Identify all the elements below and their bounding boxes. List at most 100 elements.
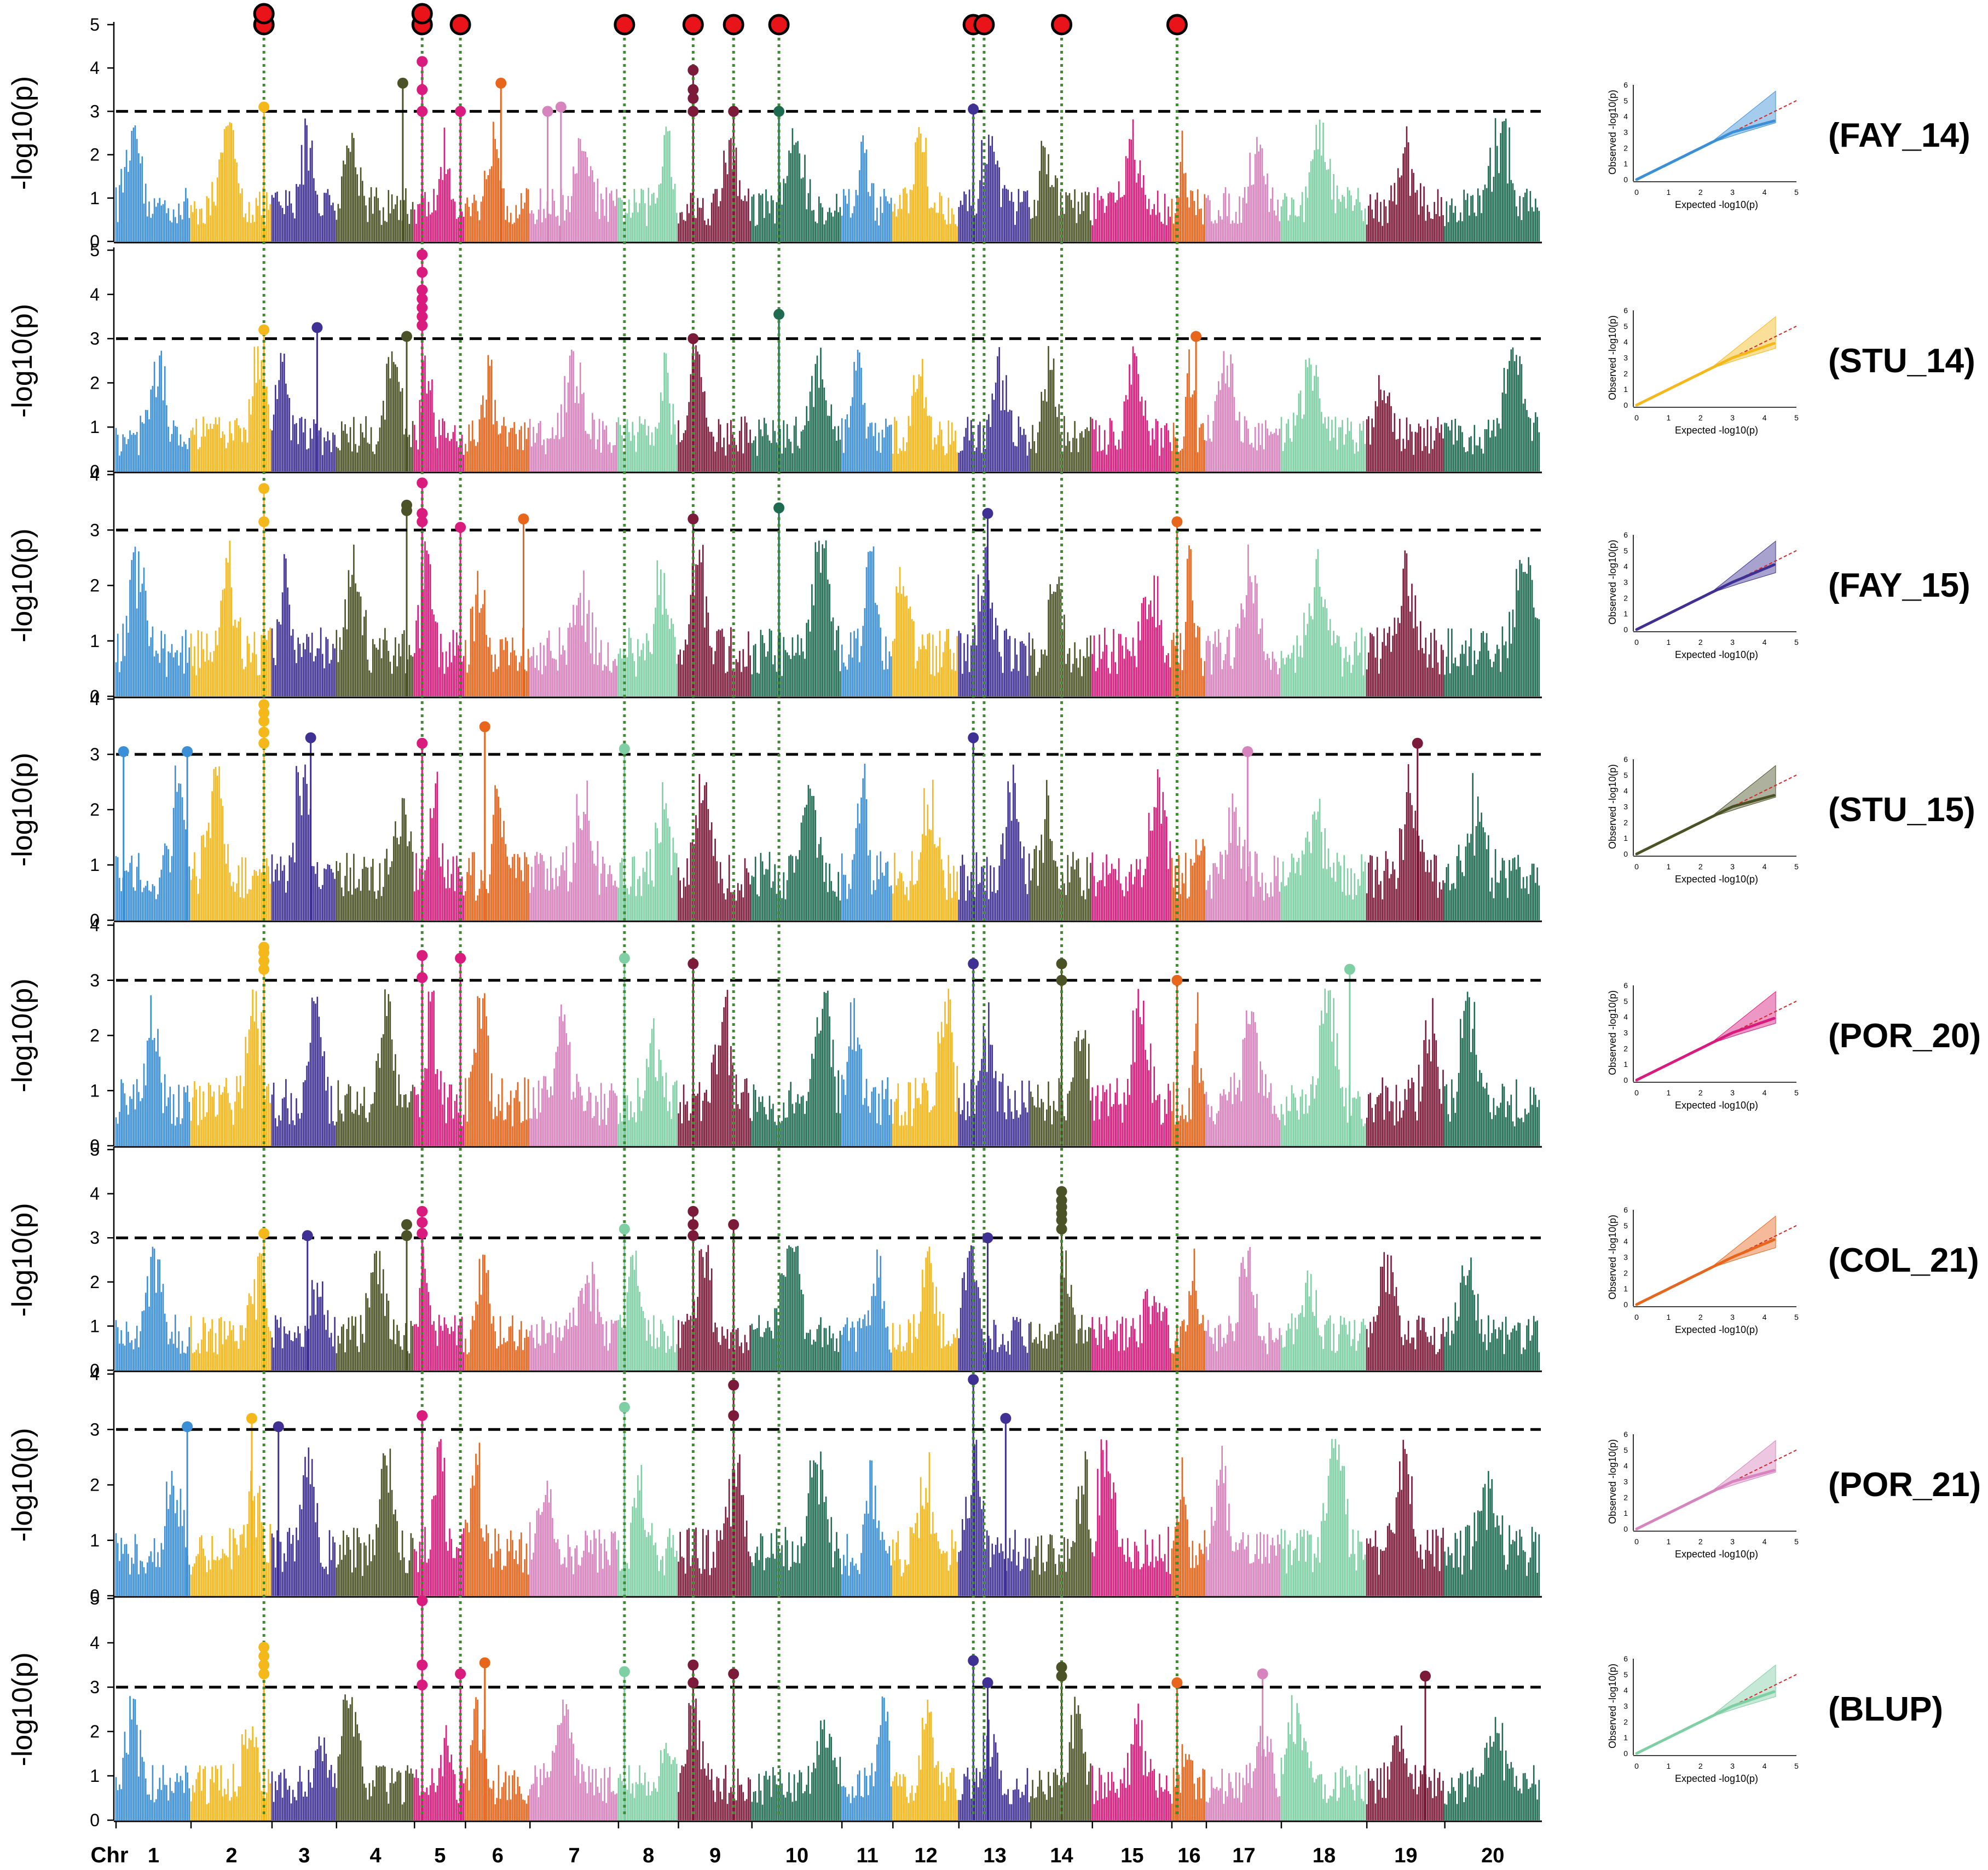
chr-5-bars	[414, 771, 465, 920]
qq-y-tick-label: 0	[1623, 1076, 1628, 1084]
y-tick-label: 2	[90, 373, 100, 393]
chr-19-bars	[1366, 126, 1444, 241]
qq-y-tick-label: 2	[1623, 1044, 1628, 1053]
qq-x-tick-label: 4	[1762, 188, 1767, 197]
chr-7-bars	[529, 1004, 617, 1146]
snp-point	[1257, 1668, 1268, 1679]
snp-point	[479, 1657, 490, 1669]
snp-point	[417, 84, 428, 95]
chr-7-bars	[529, 1480, 617, 1596]
snp-point	[479, 721, 490, 732]
snp-point	[1412, 737, 1423, 749]
snp-point	[728, 1219, 739, 1231]
chr-13-bars	[958, 1245, 1030, 1370]
chr-label: 16	[1177, 1844, 1200, 1867]
snp-point	[258, 1228, 270, 1239]
qq-y-tick-label: 3	[1623, 578, 1628, 587]
qq-y-tick-label: 5	[1623, 997, 1628, 1006]
chr-1-bars	[115, 1696, 190, 1820]
qq-x-tick-label: 2	[1698, 1762, 1703, 1770]
chr-12-bars	[892, 1452, 958, 1596]
qq-confidence-band	[1710, 90, 1776, 144]
qq-x-tick-label: 4	[1762, 862, 1767, 871]
chr-8-bars	[617, 353, 678, 471]
y-axis-title: -log10(p)	[7, 978, 38, 1092]
chr-12-bars	[892, 1246, 958, 1370]
snp-point	[258, 737, 270, 749]
chr-8-bars	[617, 560, 678, 696]
qq-y-tick-label: 6	[1623, 80, 1628, 89]
qq-observed-points	[1635, 1469, 1776, 1531]
snp-point	[1056, 974, 1067, 986]
chr-14-bars	[1030, 780, 1091, 920]
y-tick-label: 0	[90, 1136, 100, 1156]
qq-x-tick-label: 4	[1762, 1537, 1767, 1546]
qq-y-tick-label: 6	[1623, 306, 1628, 315]
snp-point	[417, 293, 428, 304]
chr-4-bars	[336, 989, 414, 1146]
qq-y-tick-label: 4	[1623, 1237, 1628, 1246]
chr-15-bars	[1091, 575, 1171, 696]
y-tick-label: 0	[90, 686, 100, 706]
y-tick-label: 3	[90, 744, 100, 764]
manhattan-panel-2	[115, 483, 1540, 696]
qq-observed-points	[1635, 794, 1776, 856]
snp-point	[1056, 1194, 1067, 1206]
qq-y-tick-label: 1	[1623, 1060, 1628, 1069]
chr-label: 6	[492, 1844, 504, 1867]
chr-label: 4	[369, 1844, 381, 1867]
qq-y-title: Observed -log10(p)	[1607, 540, 1618, 625]
qq-x-tick-label: 5	[1794, 1537, 1799, 1546]
qq-confidence-band	[1710, 1215, 1776, 1269]
qq-y-tick-label: 4	[1623, 1686, 1628, 1695]
chr-3-bars	[271, 996, 336, 1146]
qq-y-tick-label: 3	[1623, 128, 1628, 137]
y-tick-label: 2	[90, 1026, 100, 1046]
snp-point	[968, 1655, 979, 1666]
y-tick-label: 0	[90, 1360, 100, 1380]
y-axis-title: -log10(p)	[7, 753, 38, 867]
snp-point	[417, 267, 428, 278]
chr-15-bars	[1091, 1704, 1171, 1820]
chr-17-bars	[1205, 793, 1281, 920]
qq-x-tick-label: 1	[1667, 413, 1671, 422]
qq-x-title: Expected -log10(p)	[1675, 199, 1758, 210]
snp-point	[1056, 1670, 1067, 1682]
snp-point	[982, 1232, 993, 1244]
chr-5-bars	[414, 1246, 465, 1370]
chr-19-bars	[1366, 375, 1444, 471]
qq-x-title: Expected -log10(p)	[1675, 1549, 1758, 1560]
trait-label: (POR_20)	[1828, 1017, 1981, 1055]
qq-plots-layer: 0 0 1 1 2 2 3 3 4 4 5 5 6 Expected -log10(p) Observed …	[1607, 80, 1799, 1784]
chr-7-bars	[529, 1699, 617, 1820]
snp-point	[495, 77, 507, 89]
qq-x-tick-label: 3	[1730, 862, 1735, 871]
chr-17-bars	[1205, 1725, 1281, 1820]
x-axis-title: Chr	[91, 1843, 129, 1867]
qq-x-tick-label: 0	[1634, 1537, 1639, 1546]
y-tick-label: 2	[90, 1272, 100, 1292]
qq-y-title: Observed -log10(p)	[1607, 1664, 1618, 1748]
qq-x-title: Expected -log10(p)	[1675, 1324, 1758, 1335]
chr-18-bars	[1280, 119, 1366, 241]
y-axis-title: -log10(p)	[7, 76, 38, 190]
snp-point	[258, 715, 270, 727]
y-tick-label: 4	[90, 689, 100, 709]
chr-label: 13	[983, 1844, 1006, 1867]
qq-x-tick-label: 1	[1667, 1088, 1671, 1097]
qq-y-tick-label: 1	[1623, 385, 1628, 394]
chr-17-bars	[1205, 1010, 1281, 1146]
qq-confidence-band	[1710, 1664, 1776, 1718]
snp-point	[258, 516, 270, 528]
chr-13-bars	[958, 1719, 1030, 1820]
trait-label: (STU_14)	[1828, 342, 1975, 380]
snp-point	[258, 955, 270, 967]
trait-label: (POR_21)	[1828, 1466, 1981, 1504]
qq-x-tick-label: 5	[1794, 188, 1799, 197]
chr-16-bars	[1171, 1457, 1206, 1596]
qq-x-tick-label: 0	[1634, 638, 1639, 647]
qq-y-title: Observed -log10(p)	[1607, 764, 1618, 849]
chr-14-bars	[1030, 576, 1091, 696]
chr-11-bars	[841, 998, 892, 1146]
